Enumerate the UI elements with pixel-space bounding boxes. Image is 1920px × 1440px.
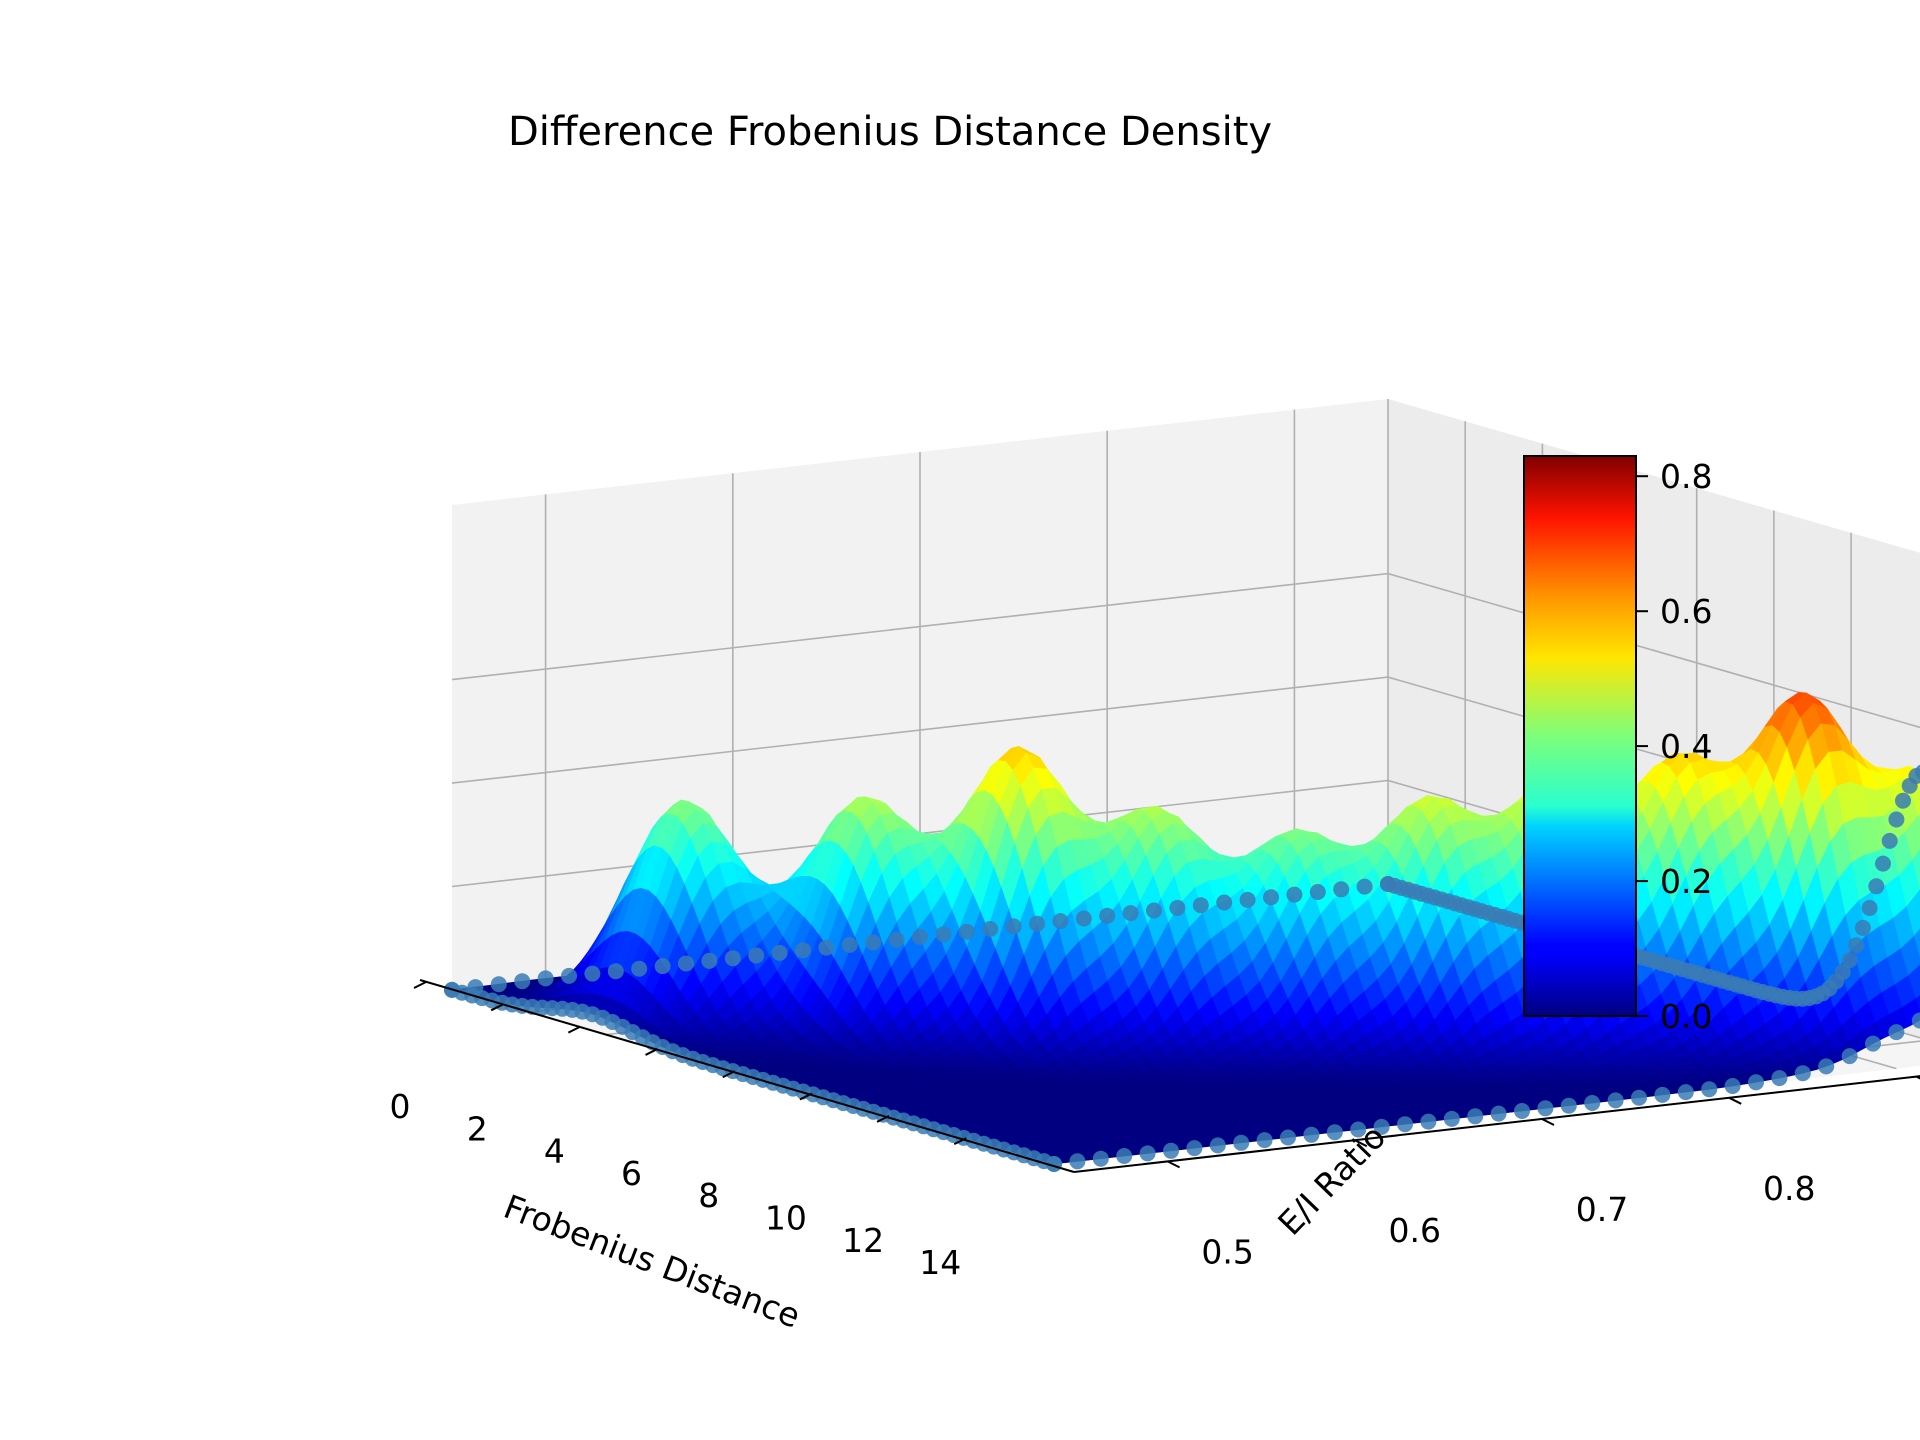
surface — [444, 692, 1920, 1172]
surface-facet — [1915, 994, 1920, 1012]
z-gridline — [451, 572, 1920, 729]
chart-title: Difference Frobenius Distance Density — [508, 109, 1272, 155]
